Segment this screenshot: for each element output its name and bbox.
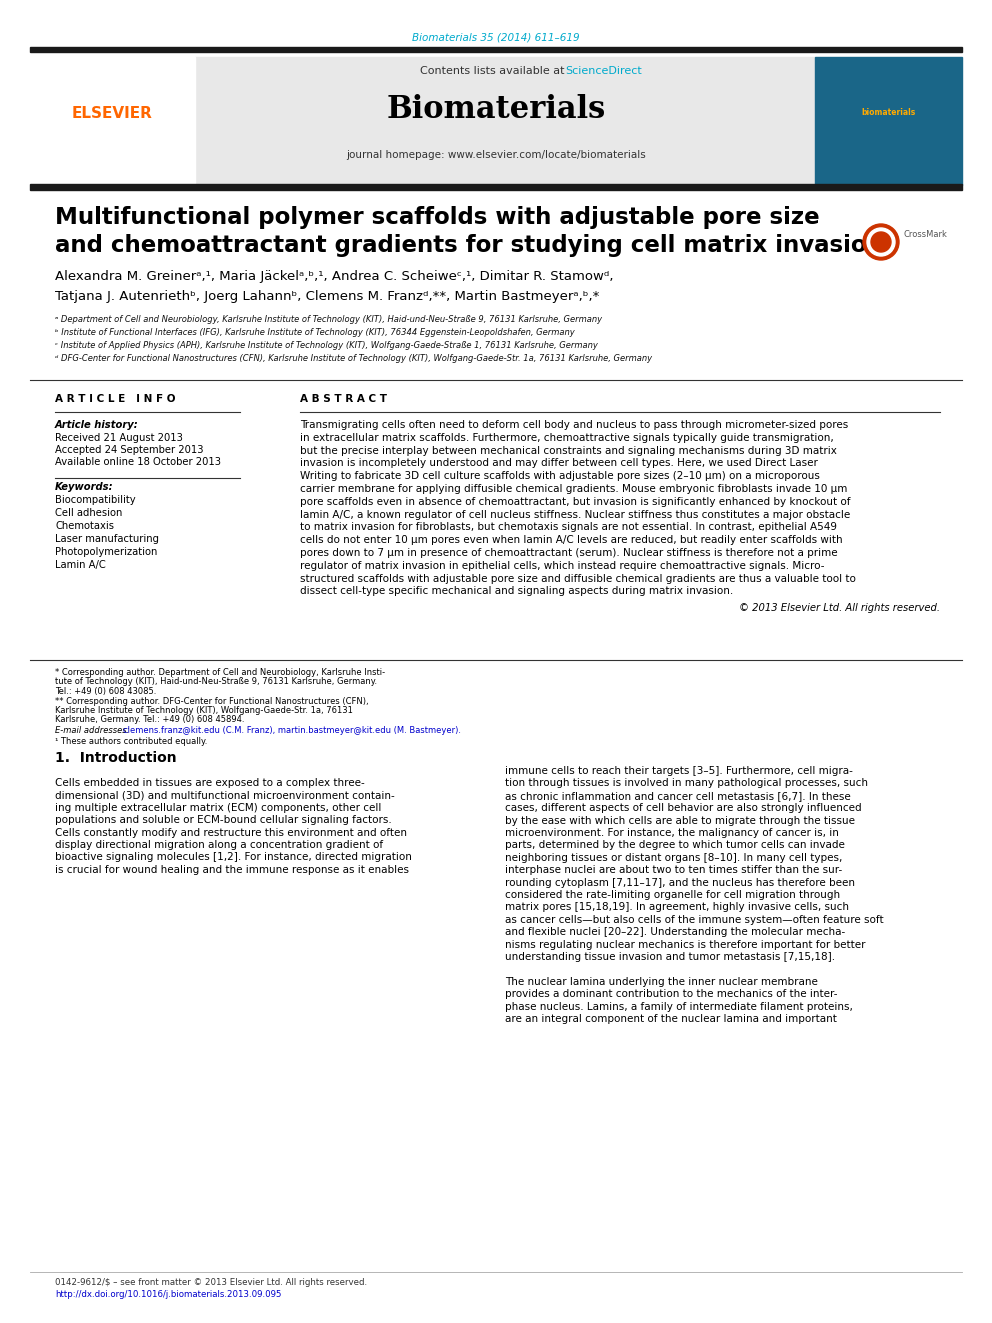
- Text: Alexandra M. Greinerᵃ,¹, Maria Jäckelᵃ,ᵇ,¹, Andrea C. Scheiweᶜ,¹, Dimitar R. Sta: Alexandra M. Greinerᵃ,¹, Maria Jäckelᵃ,ᵇ…: [55, 270, 613, 283]
- Text: is crucial for wound healing and the immune response as it enables: is crucial for wound healing and the imm…: [55, 865, 409, 875]
- Text: ing multiple extracellular matrix (ECM) components, other cell: ing multiple extracellular matrix (ECM) …: [55, 803, 381, 812]
- Text: phase nucleus. Lamins, a family of intermediate filament proteins,: phase nucleus. Lamins, a family of inter…: [505, 1002, 853, 1012]
- Text: * Corresponding author. Department of Cell and Neurobiology, Karlsruhe Insti-: * Corresponding author. Department of Ce…: [55, 668, 385, 677]
- Bar: [195, 57, 815, 185]
- Text: 1.  Introduction: 1. Introduction: [55, 751, 177, 765]
- Text: Karlsruhe, Germany. Tel.: +49 (0) 608 45894.: Karlsruhe, Germany. Tel.: +49 (0) 608 45…: [55, 716, 244, 725]
- Text: Biomaterials 35 (2014) 611–619: Biomaterials 35 (2014) 611–619: [413, 33, 579, 44]
- Text: ** Corresponding author. DFG-Center for Functional Nanostructures (CFN),: ** Corresponding author. DFG-Center for …: [55, 696, 369, 705]
- Text: Karlsruhe Institute of Technology (KIT), Wolfgang-Gaede-Str. 1a, 76131: Karlsruhe Institute of Technology (KIT),…: [55, 706, 353, 714]
- Text: considered the rate-limiting organelle for cell migration through: considered the rate-limiting organelle f…: [505, 890, 840, 900]
- Circle shape: [867, 228, 895, 255]
- Text: immune cells to reach their targets [3–5]. Furthermore, cell migra-: immune cells to reach their targets [3–5…: [505, 766, 853, 777]
- Text: Writing to fabricate 3D cell culture scaffolds with adjustable pore sizes (2–10 : Writing to fabricate 3D cell culture sca…: [300, 471, 819, 482]
- Text: Chemotaxis: Chemotaxis: [55, 521, 114, 531]
- Text: dissect cell-type specific mechanical and signaling aspects during matrix invasi: dissect cell-type specific mechanical an…: [300, 586, 733, 597]
- Text: lamin A/C, a known regulator of cell nucleus stiffness. Nuclear stiffness thus c: lamin A/C, a known regulator of cell nuc…: [300, 509, 850, 520]
- Text: as cancer cells—but also cells of the immune system—often feature soft: as cancer cells—but also cells of the im…: [505, 914, 884, 925]
- Bar: [30, 48, 962, 52]
- Text: carrier membrane for applying diffusible chemical gradients. Mouse embryonic fib: carrier membrane for applying diffusible…: [300, 484, 847, 493]
- Text: Received 21 August 2013: Received 21 August 2013: [55, 433, 183, 443]
- Text: Keywords:: Keywords:: [55, 482, 114, 492]
- Text: display directional migration along a concentration gradient of: display directional migration along a co…: [55, 840, 383, 849]
- Bar: [815, 57, 962, 185]
- Text: and chemoattractant gradients for studying cell matrix invasion: and chemoattractant gradients for studyi…: [55, 234, 883, 257]
- Text: Contents lists available at: Contents lists available at: [420, 66, 568, 75]
- Text: ᵇ Institute of Functional Interfaces (IFG), Karlsruhe Institute of Technology (K: ᵇ Institute of Functional Interfaces (IF…: [55, 328, 574, 337]
- Text: pore scaffolds even in absence of chemoattractant, but invasion is significantly: pore scaffolds even in absence of chemoa…: [300, 497, 850, 507]
- Text: clemens.franz@kit.edu (C.M. Franz), martin.bastmeyer@kit.edu (M. Bastmeyer).: clemens.franz@kit.edu (C.M. Franz), mart…: [123, 726, 461, 736]
- Text: Laser manufacturing: Laser manufacturing: [55, 534, 159, 544]
- Text: structured scaffolds with adjustable pore size and diffusible chemical gradients: structured scaffolds with adjustable por…: [300, 574, 856, 583]
- Text: and flexible nuclei [20–22]. Understanding the molecular mecha-: and flexible nuclei [20–22]. Understandi…: [505, 927, 845, 937]
- Text: E-mail addresses:: E-mail addresses:: [55, 726, 130, 736]
- Text: tion through tissues is involved in many pathological processes, such: tion through tissues is involved in many…: [505, 778, 868, 789]
- Text: ELSEVIER: ELSEVIER: [71, 106, 153, 120]
- Text: Cell adhesion: Cell adhesion: [55, 508, 122, 519]
- Text: The nuclear lamina underlying the inner nuclear membrane: The nuclear lamina underlying the inner …: [505, 976, 817, 987]
- Text: invasion is incompletely understood and may differ between cell types. Here, we : invasion is incompletely understood and …: [300, 458, 817, 468]
- Text: ᵈ DFG-Center for Functional Nanostructures (CFN), Karlsruhe Institute of Technol: ᵈ DFG-Center for Functional Nanostructur…: [55, 355, 652, 363]
- Text: nisms regulating nuclear mechanics is therefore important for better: nisms regulating nuclear mechanics is th…: [505, 939, 865, 950]
- Text: ᶜ Institute of Applied Physics (APH), Karlsruhe Institute of Technology (KIT), W: ᶜ Institute of Applied Physics (APH), Ka…: [55, 341, 598, 351]
- Bar: [852, 210, 910, 269]
- Text: interphase nuclei are about two to ten times stiffer than the sur-: interphase nuclei are about two to ten t…: [505, 865, 842, 876]
- Text: tute of Technology (KIT), Haid-und-Neu-Straße 9, 76131 Karlsruhe, Germany.: tute of Technology (KIT), Haid-und-Neu-S…: [55, 677, 377, 687]
- Text: provides a dominant contribution to the mechanics of the inter-: provides a dominant contribution to the …: [505, 990, 837, 999]
- Text: populations and soluble or ECM-bound cellular signaling factors.: populations and soluble or ECM-bound cel…: [55, 815, 392, 826]
- Text: Photopolymerization: Photopolymerization: [55, 546, 158, 557]
- Text: Available online 18 October 2013: Available online 18 October 2013: [55, 456, 221, 467]
- Circle shape: [863, 224, 899, 261]
- Circle shape: [871, 232, 891, 251]
- Text: A R T I C L E   I N F O: A R T I C L E I N F O: [55, 394, 176, 404]
- Text: Accepted 24 September 2013: Accepted 24 September 2013: [55, 445, 203, 455]
- Text: Tatjana J. Autenriethᵇ, Joerg Lahannᵇ, Clemens M. Franzᵈ,**, Martin Bastmeyerᵃ,ᵇ: Tatjana J. Autenriethᵇ, Joerg Lahannᵇ, C…: [55, 290, 599, 303]
- Text: by the ease with which cells are able to migrate through the tissue: by the ease with which cells are able to…: [505, 815, 855, 826]
- Text: neighboring tissues or distant organs [8–10]. In many cell types,: neighboring tissues or distant organs [8…: [505, 853, 842, 863]
- Text: Lamin A/C: Lamin A/C: [55, 560, 106, 570]
- Text: A B S T R A C T: A B S T R A C T: [300, 394, 387, 404]
- Text: Transmigrating cells often need to deform cell body and nucleus to pass through : Transmigrating cells often need to defor…: [300, 419, 848, 430]
- Text: Cells embedded in tissues are exposed to a complex three-: Cells embedded in tissues are exposed to…: [55, 778, 365, 789]
- Text: pores down to 7 μm in presence of chemoattractant (serum). Nuclear stiffness is : pores down to 7 μm in presence of chemoa…: [300, 548, 837, 558]
- Text: Cells constantly modify and restructure this environment and often: Cells constantly modify and restructure …: [55, 828, 407, 837]
- Text: as chronic inflammation and cancer cell metastasis [6,7]. In these: as chronic inflammation and cancer cell …: [505, 791, 851, 800]
- Text: cells do not enter 10 μm pores even when lamin A/C levels are reduced, but readi: cells do not enter 10 μm pores even when…: [300, 536, 842, 545]
- Text: Article history:: Article history:: [55, 419, 139, 430]
- Text: 0142-9612/$ – see front matter © 2013 Elsevier Ltd. All rights reserved.: 0142-9612/$ – see front matter © 2013 El…: [55, 1278, 367, 1287]
- Text: Multifunctional polymer scaffolds with adjustable pore size: Multifunctional polymer scaffolds with a…: [55, 206, 819, 229]
- Bar: [30, 184, 962, 191]
- Text: cases, different aspects of cell behavior are also strongly influenced: cases, different aspects of cell behavio…: [505, 803, 862, 814]
- Text: © 2013 Elsevier Ltd. All rights reserved.: © 2013 Elsevier Ltd. All rights reserved…: [739, 603, 940, 613]
- Bar: [30, 57, 195, 185]
- Text: ScienceDirect: ScienceDirect: [565, 66, 642, 75]
- Text: understanding tissue invasion and tumor metastasis [7,15,18].: understanding tissue invasion and tumor …: [505, 953, 835, 962]
- Text: are an integral component of the nuclear lamina and important: are an integral component of the nuclear…: [505, 1013, 837, 1024]
- Text: journal homepage: www.elsevier.com/locate/biomaterials: journal homepage: www.elsevier.com/locat…: [346, 149, 646, 160]
- Text: dimensional (3D) and multifunctional microenvironment contain-: dimensional (3D) and multifunctional mic…: [55, 790, 395, 800]
- Text: CrossMark: CrossMark: [904, 230, 948, 239]
- Text: ¹ These authors contributed equally.: ¹ These authors contributed equally.: [55, 737, 207, 746]
- Text: microenvironment. For instance, the malignancy of cancer is, in: microenvironment. For instance, the mali…: [505, 828, 839, 837]
- Text: ᵃ Department of Cell and Neurobiology, Karlsruhe Institute of Technology (KIT), : ᵃ Department of Cell and Neurobiology, K…: [55, 315, 602, 324]
- Text: regulator of matrix invasion in epithelial cells, which instead require chemoatt: regulator of matrix invasion in epitheli…: [300, 561, 824, 570]
- Text: rounding cytoplasm [7,11–17], and the nucleus has therefore been: rounding cytoplasm [7,11–17], and the nu…: [505, 877, 855, 888]
- Text: in extracellular matrix scaffolds. Furthermore, chemoattractive signals typicall: in extracellular matrix scaffolds. Furth…: [300, 433, 833, 443]
- Text: bioactive signaling molecules [1,2]. For instance, directed migration: bioactive signaling molecules [1,2]. For…: [55, 852, 412, 863]
- Text: matrix pores [15,18,19]. In agreement, highly invasive cells, such: matrix pores [15,18,19]. In agreement, h…: [505, 902, 849, 913]
- Text: http://dx.doi.org/10.1016/j.biomaterials.2013.09.095: http://dx.doi.org/10.1016/j.biomaterials…: [55, 1290, 282, 1299]
- Text: biomaterials: biomaterials: [861, 108, 916, 116]
- Text: but the precise interplay between mechanical constraints and signaling mechanism: but the precise interplay between mechan…: [300, 446, 837, 455]
- Text: Biocompatibility: Biocompatibility: [55, 495, 136, 505]
- Text: to matrix invasion for fibroblasts, but chemotaxis signals are not essential. In: to matrix invasion for fibroblasts, but …: [300, 523, 837, 532]
- Text: Biomaterials: Biomaterials: [386, 94, 606, 124]
- Text: parts, determined by the degree to which tumor cells can invade: parts, determined by the degree to which…: [505, 840, 845, 851]
- Text: Tel.: +49 (0) 608 43085.: Tel.: +49 (0) 608 43085.: [55, 687, 157, 696]
